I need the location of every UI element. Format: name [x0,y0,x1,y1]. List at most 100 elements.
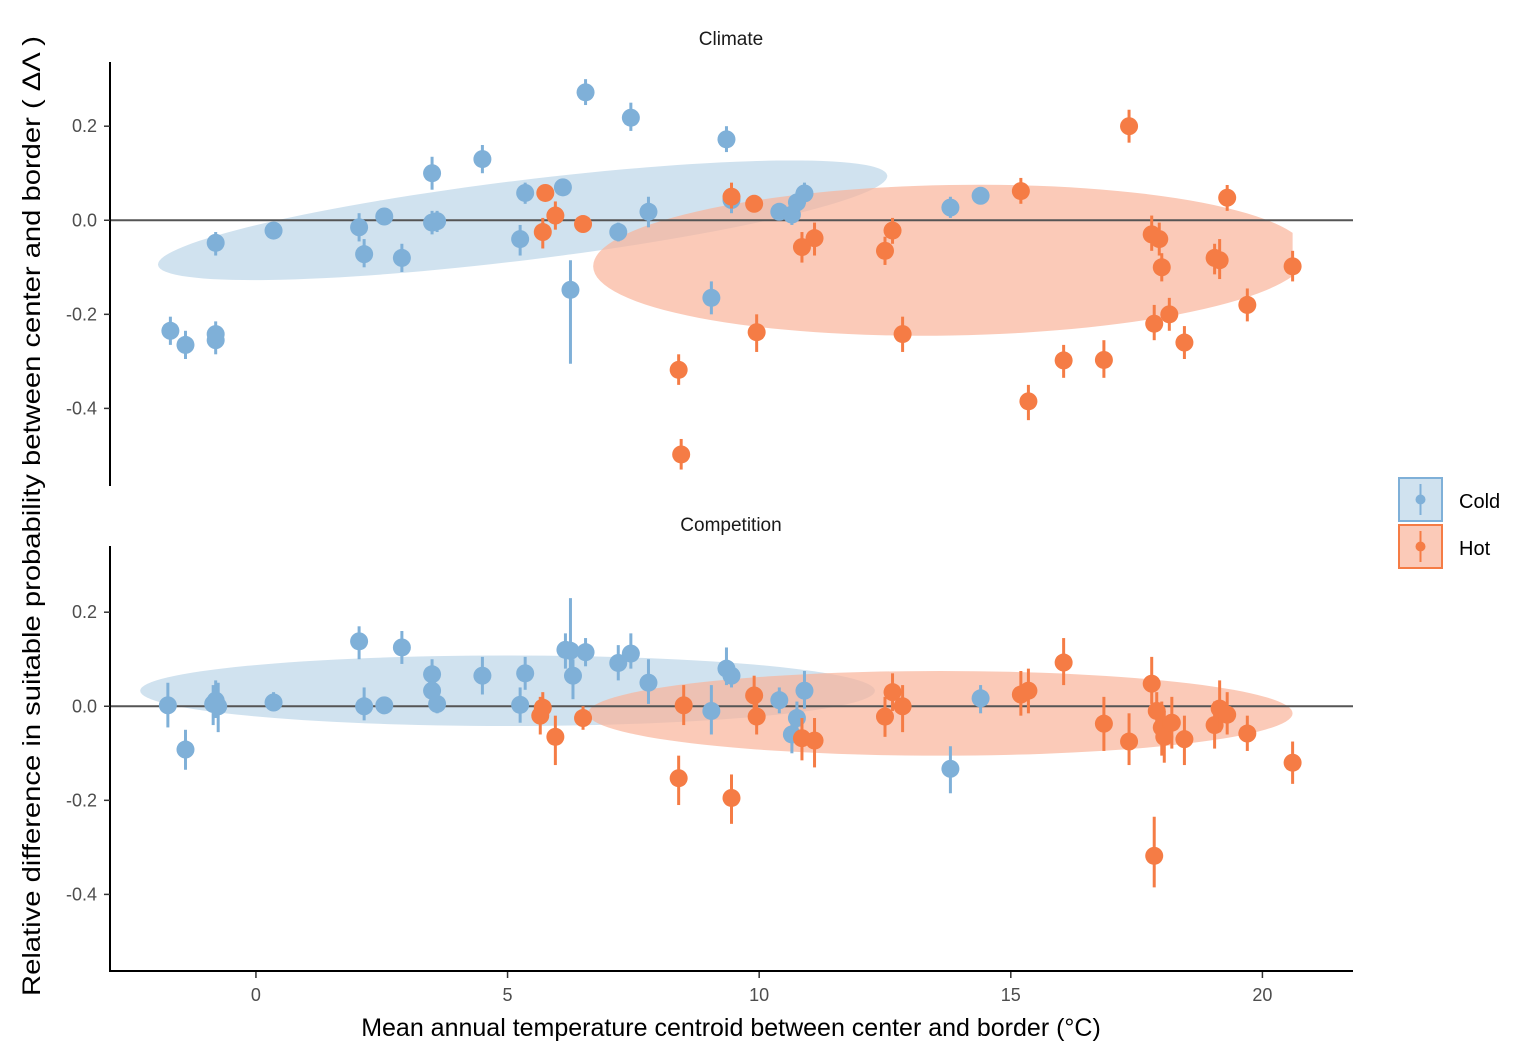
data-point-cold [561,641,580,660]
data-point-hot [672,445,691,464]
data-point-cold [264,693,283,712]
data-point-cold [350,632,369,651]
data-point-cold [392,638,411,657]
data-point-hot [1145,314,1164,333]
data-point-cold [717,130,736,149]
legend-key-point [1415,494,1426,505]
data-point-cold [423,665,442,684]
data-point-hot [574,709,593,728]
data-point-hot [669,769,688,788]
data-point-hot [722,788,741,807]
y-tick-label: 0.2 [72,602,97,622]
data-point-cold [473,666,492,685]
data-point-cold [206,233,225,252]
data-point-cold [576,83,595,102]
data-point-cold [176,335,195,354]
data-point-cold [770,691,789,710]
data-point-hot [546,727,565,746]
data-point-cold [206,325,225,344]
data-point-hot [747,323,766,342]
data-point-hot [875,707,894,726]
data-point-hot [536,183,555,202]
x-tick-label: 0 [251,985,261,1005]
data-point-cold [621,644,640,663]
data-point-hot [1019,681,1038,700]
data-point-cold [563,666,582,685]
data-point-cold [722,666,741,685]
data-point-hot [805,229,824,248]
data-point-hot [1145,846,1164,865]
data-point-hot [1142,674,1161,693]
data-point-hot [1155,727,1174,746]
y-tick-label: 0.0 [72,696,97,716]
data-point-hot [883,683,902,702]
data-point-cold [702,701,721,720]
data-point-hot [1054,351,1073,370]
data-point-cold [176,740,195,759]
data-point-hot [805,731,824,750]
data-point-cold [473,150,492,169]
data-point-hot [893,697,912,716]
data-point-hot [747,707,766,726]
data-point-hot [1152,258,1171,277]
data-point-cold [428,212,447,231]
x-tick-label: 5 [503,985,513,1005]
data-point-hot [1162,713,1181,732]
y-axis-title: Relative difference in suitable probabil… [18,36,46,996]
data-point-cold [639,673,658,692]
data-point-cold [609,223,628,242]
data-point-cold [516,664,535,683]
data-point-cold [621,108,640,127]
ellipse-layer [157,160,1293,336]
data-point-hot [674,696,693,715]
data-point-cold [795,184,814,203]
data-point-hot [1283,753,1302,772]
data-point-hot [1150,230,1169,249]
panel-climate: Climate 0.2 0.0 -0.2 -0.4 [66,29,1353,486]
data-point-cold [511,695,530,714]
data-point-hot [1175,730,1194,749]
data-point-hot [1094,714,1113,733]
panel-title-climate: Climate [699,29,763,50]
data-point-cold [639,202,658,221]
x-tick-label: 20 [1252,985,1272,1005]
y-tick-label: -0.4 [66,884,97,904]
point-layer [158,598,1302,888]
data-point-hot [722,187,741,206]
data-point-cold [971,186,990,205]
ellipse-hot [588,670,1293,756]
data-point-cold [702,288,721,307]
data-point-hot [1160,305,1179,324]
ellipse-shape [593,184,1293,336]
x-tick-label: 10 [749,985,769,1005]
data-point-cold [576,643,595,662]
data-point-cold [516,183,535,202]
data-point-cold [609,653,628,672]
y-tick-label: 0.2 [72,116,97,136]
data-point-cold [264,221,283,240]
data-point-hot [1019,392,1038,411]
data-point-cold [971,689,990,708]
panel-competition: Competition 0.2 0.0 -0.2 -0.4 0 5 10 15 20 [66,515,1353,1005]
data-point-hot [1094,350,1113,369]
x-axis-ticks: 0 5 10 15 20 [251,972,1272,1005]
legend-item-hot: Hot [1398,524,1491,569]
data-point-cold [161,321,180,340]
data-point-cold [423,164,442,183]
data-point-hot [1175,333,1194,352]
x-tick-label: 15 [1001,985,1021,1005]
data-point-cold [553,178,572,197]
data-point-cold [392,248,411,267]
data-point-cold [350,218,369,237]
data-point-hot [1120,732,1139,751]
data-point-cold [375,696,394,715]
data-point-hot [875,241,894,260]
legend-label-cold: Cold [1459,491,1500,513]
data-point-hot [1120,117,1139,136]
data-point-cold [561,280,580,299]
ellipse-hot [593,184,1293,336]
data-point-cold [795,681,814,700]
data-point-hot [1218,705,1237,724]
data-point-cold [511,230,530,249]
